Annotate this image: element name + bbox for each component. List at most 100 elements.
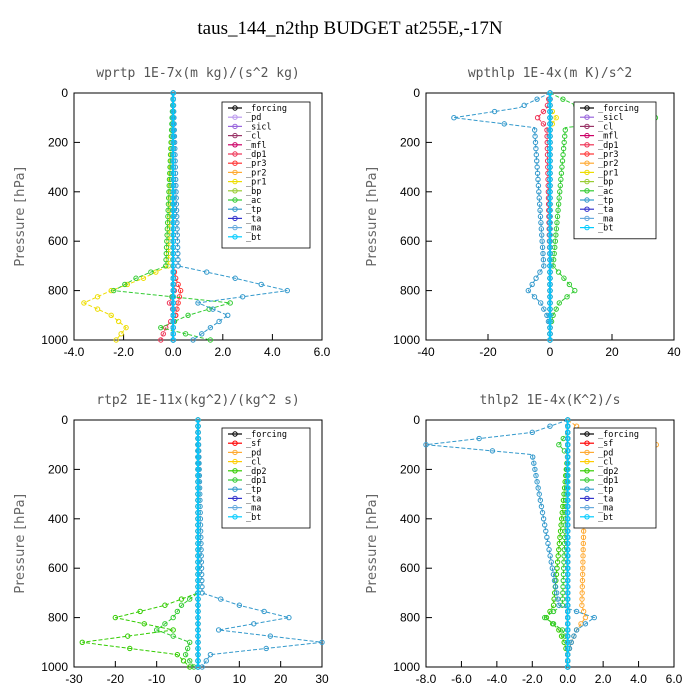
series-dp2 xyxy=(79,417,201,670)
data-point xyxy=(195,429,201,436)
data-point xyxy=(170,257,176,263)
data-point xyxy=(501,121,507,127)
data-point xyxy=(565,584,571,590)
data-point xyxy=(565,472,571,479)
data-point xyxy=(167,164,173,170)
data-point xyxy=(571,633,577,639)
data-point xyxy=(198,546,204,553)
y-tick-label: 1000 xyxy=(393,333,420,347)
x-tick-label: 40 xyxy=(667,345,681,359)
y-axis-label: Pressure [hPa] xyxy=(13,493,28,593)
data-point xyxy=(94,294,101,300)
legend-marker xyxy=(584,188,590,194)
data-point xyxy=(541,263,547,269)
data-point xyxy=(544,534,550,541)
data-point xyxy=(476,435,482,442)
plot-frame xyxy=(425,419,675,668)
data-point xyxy=(540,257,547,263)
panel-1: wprtp 1E-7x(m kg)/(s^2 kg) 0 200 400 600 800 1… xyxy=(13,66,331,359)
data-point xyxy=(195,497,201,503)
data-point xyxy=(565,614,571,621)
data-point xyxy=(579,590,585,596)
data-point xyxy=(555,553,561,559)
data-point xyxy=(170,201,176,207)
data-point xyxy=(562,133,568,139)
data-point xyxy=(541,614,548,621)
data-point xyxy=(182,331,189,337)
data-point xyxy=(565,571,571,578)
data-point xyxy=(535,485,541,491)
data-point xyxy=(175,300,181,306)
legend-marker xyxy=(232,468,238,474)
legend-marker xyxy=(584,449,590,456)
legend-label: _pd xyxy=(598,448,613,458)
x-tick-label: -30 xyxy=(65,672,83,686)
legend-marker xyxy=(584,142,590,148)
data-point xyxy=(565,491,571,497)
data-point xyxy=(170,337,176,343)
data-point xyxy=(580,559,586,565)
data-point xyxy=(195,596,201,602)
legend-label: _pr3 xyxy=(598,150,618,160)
data-point xyxy=(195,627,201,633)
data-point xyxy=(174,213,180,220)
data-point xyxy=(534,115,541,121)
data-point xyxy=(180,658,187,664)
legend-label: _ta xyxy=(598,205,613,215)
data-point xyxy=(551,577,558,584)
x-tick-label: 10 xyxy=(233,672,247,686)
x-tick-label: -4.0 xyxy=(487,672,508,686)
y-tick-label: 0 xyxy=(413,413,420,427)
data-point xyxy=(547,275,553,281)
legend-label: _dp1 xyxy=(598,476,618,486)
data-point xyxy=(565,534,571,541)
data-point xyxy=(565,509,571,516)
series-line xyxy=(425,419,596,667)
y-tick-label: 1000 xyxy=(41,333,68,347)
legend-marker xyxy=(232,514,238,520)
data-point xyxy=(170,96,176,102)
data-point xyxy=(170,207,176,214)
data-point xyxy=(547,133,553,139)
data-point xyxy=(170,176,176,183)
data-point xyxy=(170,287,176,294)
data-point xyxy=(547,257,553,263)
data-point xyxy=(267,633,274,639)
legend-label: _sf xyxy=(598,439,613,449)
data-point xyxy=(561,139,567,146)
data-point xyxy=(170,627,176,633)
data-point xyxy=(580,608,587,615)
data-point xyxy=(173,207,180,214)
legend-label: _cl xyxy=(598,458,613,468)
legend-label: _forcing xyxy=(246,430,287,440)
data-point xyxy=(195,608,201,615)
data-point xyxy=(573,627,580,633)
data-point xyxy=(170,250,176,257)
x-tick-label: 20 xyxy=(274,672,288,686)
legend-marker xyxy=(232,215,238,222)
data-point xyxy=(165,213,171,220)
legend-label: _forcing xyxy=(598,430,639,440)
legend-marker xyxy=(232,197,238,203)
data-point xyxy=(558,516,565,522)
data-point xyxy=(203,658,209,664)
legend-marker xyxy=(584,151,590,157)
y-tick-label: 1000 xyxy=(393,660,420,674)
data-point xyxy=(170,121,176,127)
data-point xyxy=(559,164,565,170)
data-point xyxy=(525,287,531,294)
data-point xyxy=(547,189,553,195)
legend-marker xyxy=(232,458,238,465)
legend-marker xyxy=(584,114,590,120)
data-point xyxy=(195,645,201,652)
data-point xyxy=(568,639,574,645)
data-point xyxy=(170,226,176,232)
data-point xyxy=(548,559,554,565)
panel-title: thlp2 1E-4x(K^2)/s xyxy=(480,393,621,408)
data-point xyxy=(543,528,549,534)
data-point xyxy=(187,658,193,664)
data-point xyxy=(560,96,566,102)
data-point xyxy=(170,213,176,220)
legend-label: _dp1 xyxy=(598,141,618,151)
legend-marker xyxy=(232,132,238,139)
